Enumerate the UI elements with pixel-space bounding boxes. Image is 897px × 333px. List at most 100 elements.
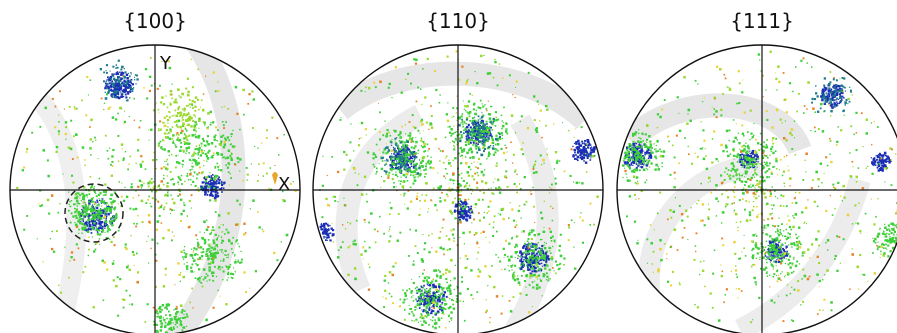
- orientation-dot: [208, 244, 209, 245]
- orientation-dot: [462, 206, 464, 208]
- orientation-dot: [156, 309, 158, 311]
- orientation-dot: [489, 200, 491, 202]
- orientation-dot: [337, 171, 339, 173]
- orientation-dot: [509, 74, 511, 76]
- orientation-dot: [107, 230, 109, 232]
- orientation-dot: [575, 154, 577, 156]
- orientation-dot: [219, 183, 220, 184]
- orientation-dot: [537, 271, 538, 272]
- orientation-dot: [119, 72, 120, 73]
- orientation-dot: [446, 235, 448, 237]
- orientation-dot: [213, 182, 214, 183]
- orientation-dot: [91, 214, 93, 216]
- orientation-dot: [411, 146, 413, 148]
- orientation-dot: [501, 115, 503, 117]
- orientation-dot: [413, 300, 415, 302]
- orientation-dot: [220, 179, 221, 180]
- orientation-dot: [211, 250, 212, 251]
- orientation-dot: [204, 241, 206, 243]
- orientation-dot: [170, 319, 173, 322]
- orientation-dot: [573, 247, 574, 248]
- orientation-dot: [421, 309, 422, 310]
- orientation-dot: [453, 141, 455, 143]
- orientation-dot: [499, 63, 500, 64]
- orientation-dot: [513, 272, 514, 273]
- orientation-dot: [175, 110, 177, 112]
- orientation-dot: [431, 307, 432, 308]
- pole-figure-plot-area: [313, 45, 603, 333]
- orientation-dot: [396, 166, 398, 168]
- orientation-dot: [204, 191, 206, 193]
- orientation-dot: [465, 82, 467, 84]
- orientation-dot: [94, 137, 96, 139]
- orientation-dot: [432, 302, 435, 305]
- orientation-dot: [489, 276, 491, 278]
- orientation-dot: [195, 116, 196, 117]
- orientation-dot: [535, 259, 537, 261]
- orientation-dot: [418, 322, 419, 323]
- orientation-dot: [192, 154, 194, 156]
- orientation-dot: [340, 246, 342, 248]
- orientation-dot: [136, 253, 138, 255]
- orientation-dot: [170, 195, 171, 196]
- orientation-dot: [111, 175, 113, 177]
- orientation-dot: [468, 175, 470, 177]
- orientation-dot: [109, 239, 110, 240]
- orientation-dot: [241, 259, 243, 261]
- orientation-dot: [578, 148, 580, 150]
- orientation-dot: [641, 166, 643, 168]
- orientation-dot: [227, 273, 229, 275]
- orientation-dot: [174, 318, 176, 320]
- orientation-dot: [221, 187, 223, 189]
- orientation-dot: [258, 163, 260, 165]
- orientation-dot: [533, 95, 535, 97]
- orientation-dot: [118, 203, 119, 204]
- orientation-dot: [452, 201, 455, 204]
- orientation-dot: [210, 124, 212, 126]
- orientation-dot: [462, 126, 464, 128]
- orientation-dot: [327, 234, 329, 236]
- orientation-dot: [443, 314, 444, 315]
- orientation-dot: [73, 203, 74, 204]
- orientation-dot: [176, 101, 178, 103]
- orientation-dot: [184, 246, 185, 247]
- orientation-dot: [434, 313, 436, 315]
- orientation-dot: [202, 181, 204, 183]
- orientation-dot: [215, 177, 217, 179]
- orientation-dot: [424, 303, 426, 305]
- orientation-dot: [453, 229, 455, 231]
- orientation-dot: [182, 164, 184, 166]
- orientation-dot: [212, 121, 214, 123]
- orientation-dot: [436, 274, 437, 275]
- orientation-dot: [180, 96, 182, 98]
- orientation-dot: [594, 148, 596, 150]
- orientation-dot: [460, 221, 462, 223]
- orientation-dot: [440, 293, 443, 296]
- orientation-dot: [140, 120, 142, 122]
- orientation-dot: [164, 206, 166, 208]
- orientation-dot: [396, 160, 397, 161]
- orientation-dot: [516, 246, 518, 248]
- orientation-dot: [491, 192, 493, 194]
- orientation-dot: [212, 272, 214, 274]
- orientation-dot: [91, 218, 93, 220]
- orientation-dot: [179, 320, 181, 322]
- orientation-dot: [439, 160, 441, 162]
- orientation-dot: [217, 129, 219, 131]
- orientation-dot: [389, 213, 391, 215]
- orientation-dot: [226, 255, 227, 256]
- orientation-dot: [472, 144, 474, 146]
- orientation-dot: [437, 172, 438, 173]
- orientation-dot: [425, 182, 428, 185]
- orientation-dot: [147, 199, 149, 201]
- orientation-dot: [519, 183, 520, 184]
- orientation-dot: [167, 182, 169, 184]
- orientation-dot: [419, 305, 421, 307]
- orientation-dot: [148, 186, 150, 188]
- orientation-dot: [239, 246, 241, 248]
- orientation-dot: [194, 134, 195, 135]
- orientation-dot: [404, 175, 405, 176]
- orientation-dot: [69, 204, 70, 205]
- orientation-dot: [105, 224, 106, 225]
- orientation-dot: [136, 75, 138, 77]
